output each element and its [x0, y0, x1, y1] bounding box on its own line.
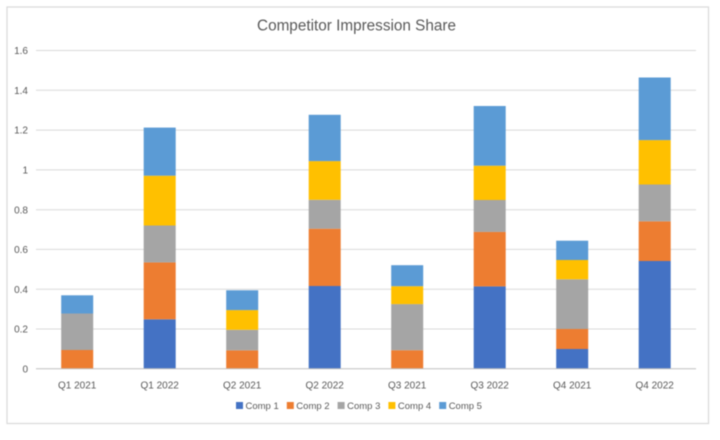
svg-text:Q4 2021: Q4 2021 [553, 381, 592, 392]
svg-text:Q4 2022: Q4 2022 [636, 381, 675, 392]
svg-text:Q1 2022: Q1 2022 [141, 381, 180, 392]
svg-text:0.2: 0.2 [14, 325, 28, 336]
svg-text:1.2: 1.2 [14, 126, 28, 137]
svg-text:Comp 3: Comp 3 [347, 401, 380, 412]
svg-text:1.4: 1.4 [14, 86, 28, 97]
svg-text:Q1 2021: Q1 2021 [58, 381, 97, 392]
svg-text:Comp 1: Comp 1 [246, 401, 279, 412]
svg-text:Q2 2022: Q2 2022 [306, 381, 345, 392]
svg-text:0.6: 0.6 [14, 245, 28, 256]
svg-text:0.8: 0.8 [14, 205, 28, 216]
svg-text:Comp 5: Comp 5 [449, 401, 482, 412]
svg-text:Comp 4: Comp 4 [398, 401, 431, 412]
svg-text:Competitor Impression Share: Competitor Impression Share [257, 18, 456, 35]
svg-text:0: 0 [22, 364, 28, 375]
svg-text:Q2 2021: Q2 2021 [223, 381, 262, 392]
svg-text:Q3 2021: Q3 2021 [388, 381, 427, 392]
svg-text:Comp 2: Comp 2 [296, 401, 329, 412]
svg-text:Q3 2022: Q3 2022 [471, 381, 510, 392]
svg-text:1.6: 1.6 [14, 46, 28, 57]
svg-text:1: 1 [22, 166, 28, 177]
svg-text:0.4: 0.4 [14, 285, 28, 296]
